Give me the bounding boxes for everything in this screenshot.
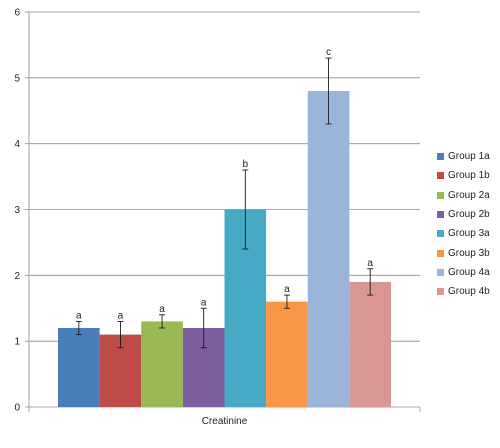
legend-swatch xyxy=(437,191,444,199)
significance-label: a xyxy=(159,304,165,315)
bar xyxy=(307,91,350,407)
significance-label: a xyxy=(367,258,373,269)
legend-item: Group 2a xyxy=(437,186,500,205)
legend-label: Group 1a xyxy=(448,151,490,163)
legend-swatch xyxy=(437,230,444,238)
legend-swatch xyxy=(437,249,444,257)
legend-swatch xyxy=(437,268,444,276)
significance-label: c xyxy=(326,47,331,58)
bar xyxy=(141,321,183,407)
legend-item: Group 4a xyxy=(437,263,500,282)
y-tick-label: 2 xyxy=(14,271,20,282)
legend-swatch xyxy=(437,172,444,180)
chart-legend: Group 1a Group 1b Group 2a Group 2b Group 3a… xyxy=(437,147,500,301)
significance-label: a xyxy=(201,297,207,308)
y-tick-label: 5 xyxy=(14,73,20,84)
bar xyxy=(58,328,100,407)
x-category-label: Creatinine xyxy=(202,416,248,427)
legend-label: Group 3b xyxy=(448,247,490,259)
legend-label: Group 1b xyxy=(448,170,490,182)
significance-label: b xyxy=(243,159,249,170)
y-tick-label: 1 xyxy=(14,337,20,348)
legend-label: Group 2b xyxy=(448,209,490,221)
bar xyxy=(349,281,391,407)
y-tick-label: 0 xyxy=(14,403,20,414)
legend-item: Group 4b xyxy=(437,282,500,301)
legend-item: Group 3b xyxy=(437,243,500,262)
y-tick-label: 4 xyxy=(14,139,20,150)
legend-swatch xyxy=(437,288,444,296)
legend-item: Group 3a xyxy=(437,224,500,243)
legend-label: Group 3a xyxy=(448,228,490,240)
legend-swatch xyxy=(437,211,444,219)
legend-item: Group 2b xyxy=(437,205,500,224)
significance-label: a xyxy=(284,284,290,295)
legend-label: Group 4a xyxy=(448,266,490,278)
legend-label: Group 2a xyxy=(448,189,490,201)
significance-label: a xyxy=(76,310,82,321)
legend-item: Group 1a xyxy=(437,147,500,166)
bar xyxy=(266,301,308,407)
legend-swatch xyxy=(437,153,444,161)
legend-item: Group 1b xyxy=(437,166,500,185)
y-tick-label: 6 xyxy=(14,8,20,19)
legend-label: Group 4b xyxy=(448,286,490,298)
significance-label: a xyxy=(118,310,124,321)
y-tick-label: 3 xyxy=(14,205,20,216)
